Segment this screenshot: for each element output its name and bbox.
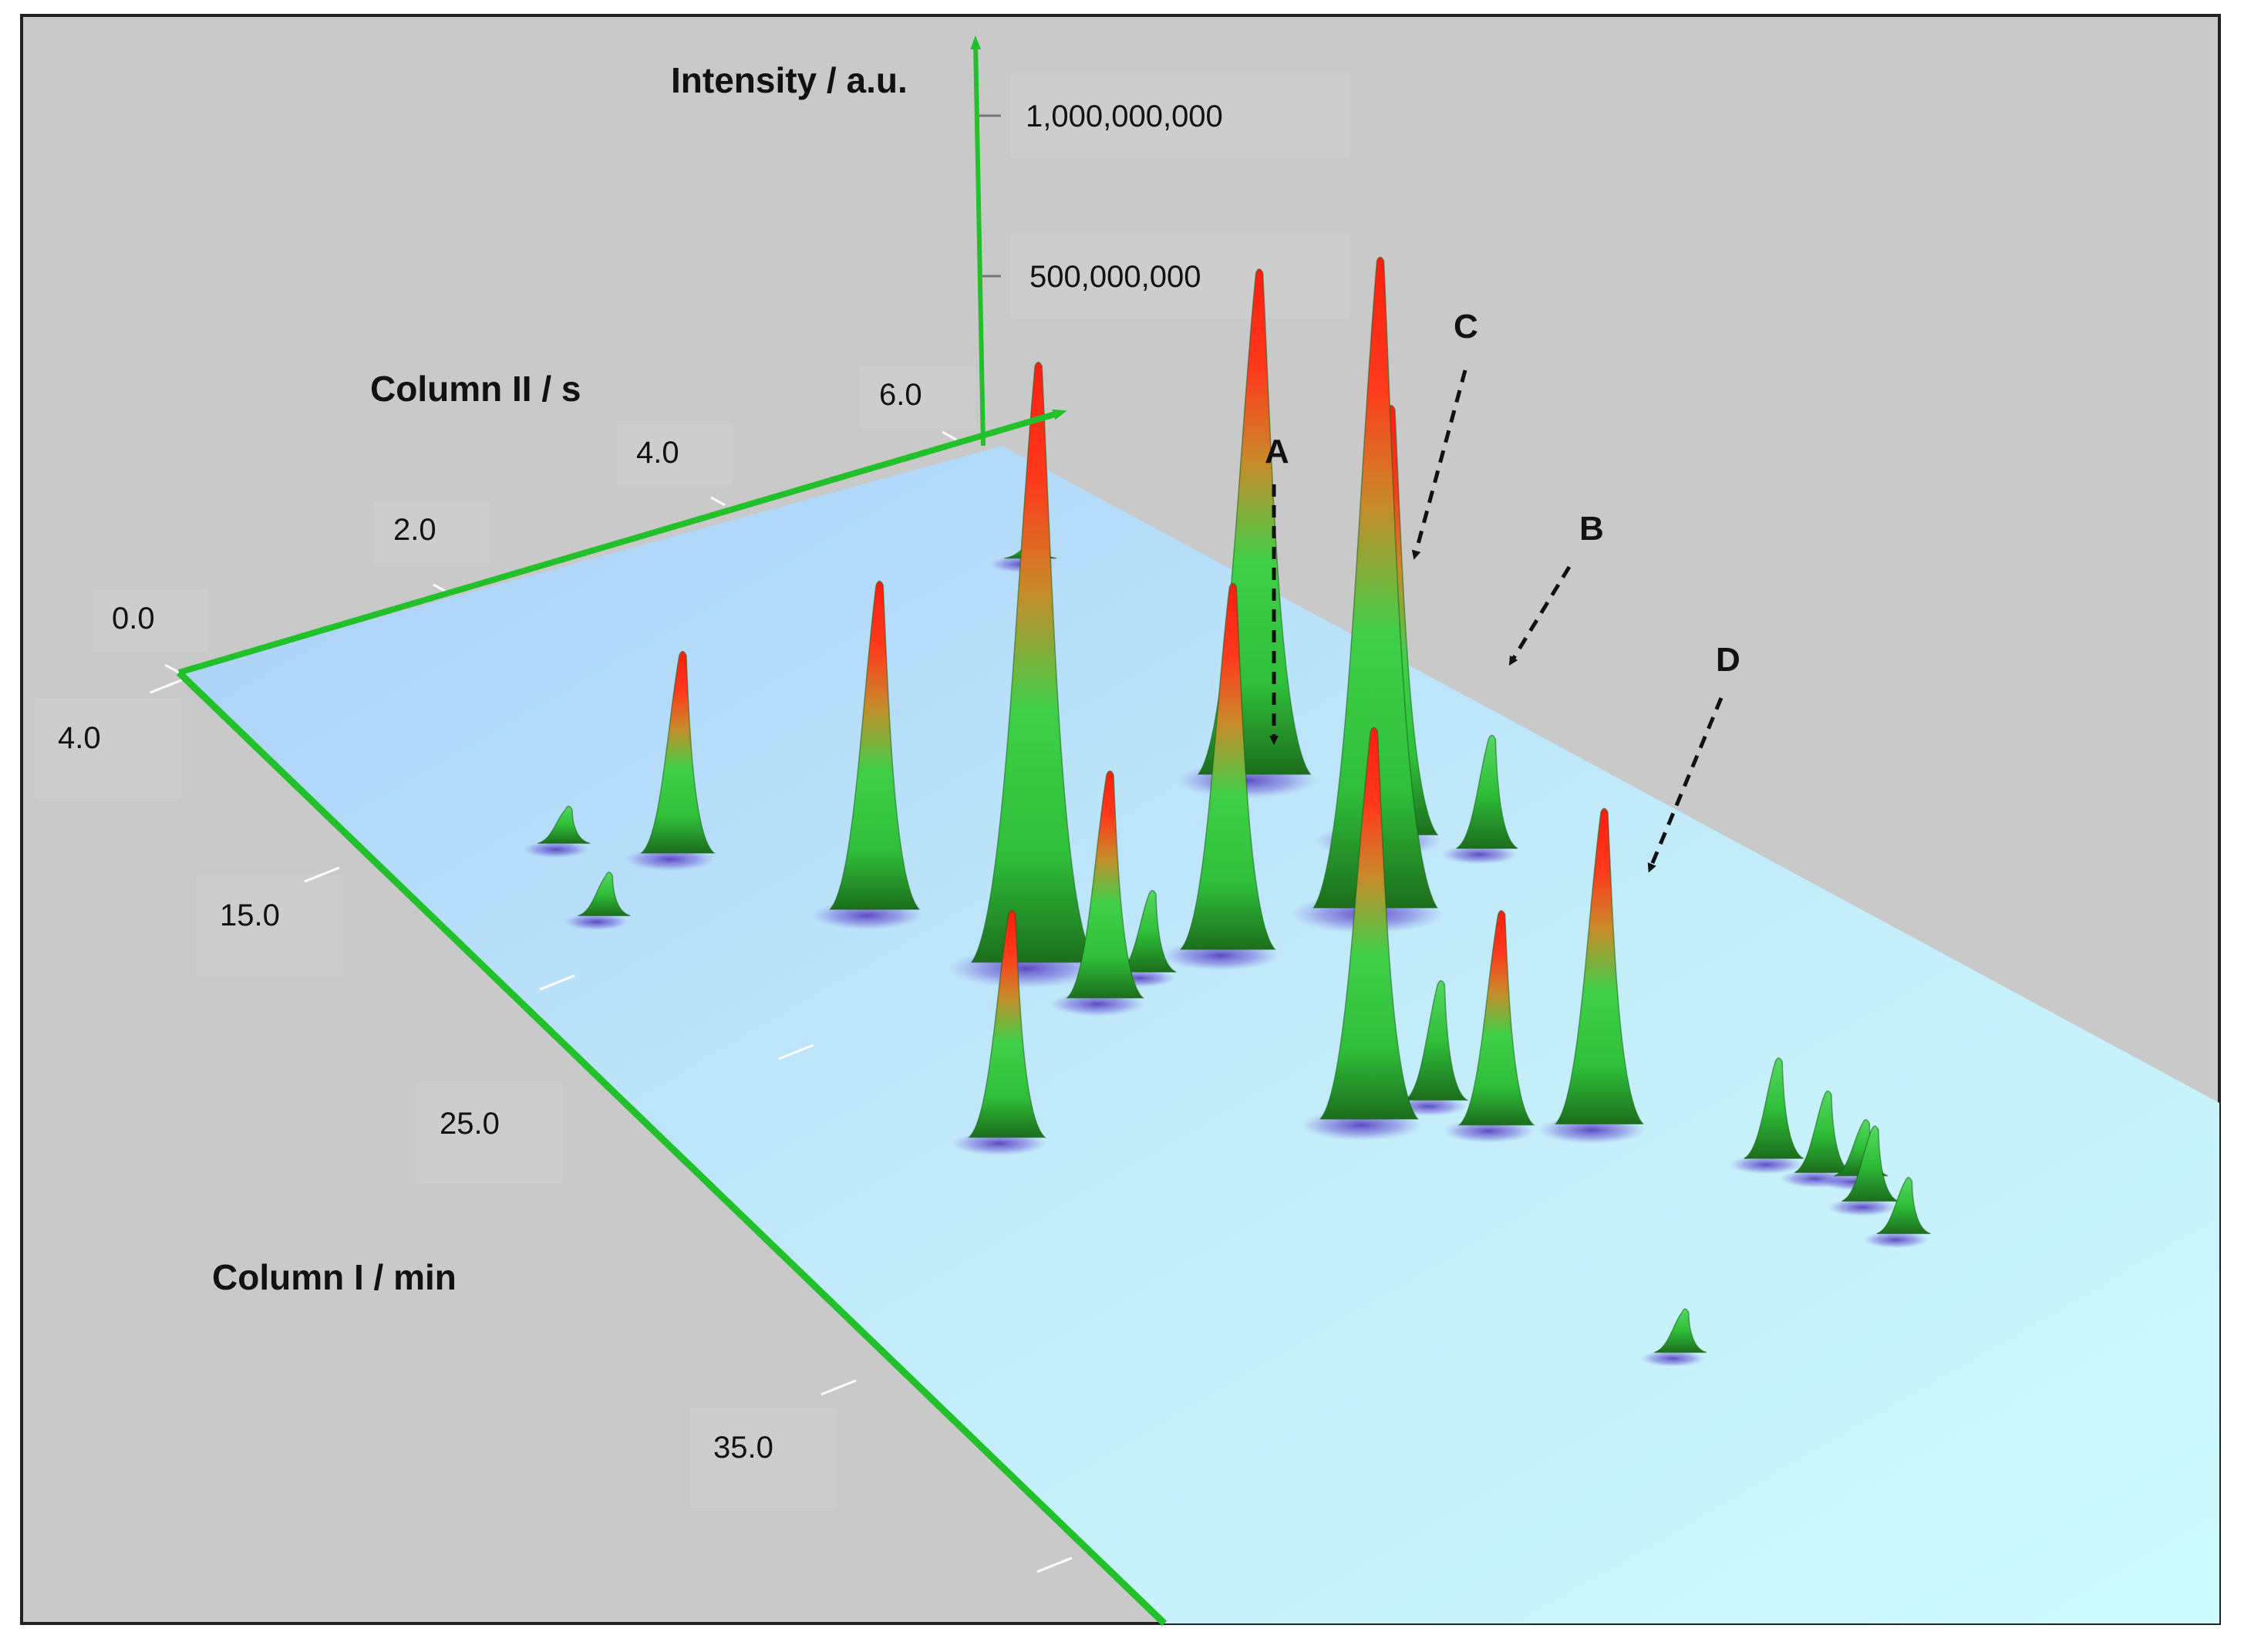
peak [1653,1308,1707,1354]
peak-shadow [1639,1350,1706,1367]
tick-label-backdrop [617,424,733,486]
column2-tick-mark [942,430,957,441]
peak [828,580,921,910]
column2-tick-label: 2.0 [393,513,436,547]
column2-tick-mark [710,496,726,507]
intensity-tick-label: 1,000,000,000 [1026,99,1223,133]
peak-annotations: A B C D [1265,308,1740,873]
intensity-axis-title: Intensity / a.u. [671,60,908,100]
peak-shadow [523,841,589,858]
peak [1841,1125,1899,1202]
peak [1794,1090,1852,1174]
peak [1179,582,1276,950]
peak [639,650,716,854]
annotation-arrow [1508,565,1572,666]
annotation-label: B [1579,510,1604,548]
peak-shadow [1827,1198,1898,1217]
peak [578,872,631,917]
tick-label-backdrop [35,698,181,798]
column1-tick-label: 4.0 [58,721,101,755]
peak [1744,1057,1804,1159]
tick-label-backdrop [690,1408,837,1508]
tick-label-backdrop [1010,73,1350,158]
peak-shadow [1862,1231,1930,1249]
annotation-label: A [1265,433,1289,470]
annotation-arrow [1647,697,1724,873]
peak [970,361,1097,963]
intensity-tick-label: 500,000,000 [1029,260,1201,294]
peak [1876,1176,1931,1235]
column1-tick-mark [539,974,575,991]
peak [1319,727,1420,1120]
peak [1118,889,1177,973]
peak [1456,734,1518,849]
column1-tick-label: 35.0 [713,1431,773,1465]
column1-tick-mark [778,1043,814,1060]
column2-tick-label: 0.0 [112,602,155,636]
peak [1312,256,1438,909]
tick-label-backdrops [35,73,1350,1508]
peak [1457,910,1535,1126]
column2-tick-mark [164,663,180,674]
peak [967,909,1046,1138]
tick-label-backdrop [860,366,975,428]
annotation-label: C [1454,308,1478,346]
column1-tick-mark [150,677,186,694]
tick-label-backdrop [197,875,343,976]
tick-label-backdrop [374,501,490,563]
peak [1403,979,1470,1101]
column1-tick-label: 15.0 [220,898,280,932]
peak [1065,770,1145,999]
column1-tick-mark [1036,1556,1073,1573]
annotation-label: D [1716,641,1740,679]
column1-axis-title: Column I / min [212,1257,457,1297]
peak [537,805,591,845]
peak-shadow [563,913,629,931]
column1-axis-line [176,669,1168,1627]
column2-axis-title: Column II / s [370,369,581,409]
peaks [537,256,1931,1354]
column1-tick-label: 25.0 [440,1107,500,1141]
peak-shadow [1441,845,1518,865]
column2-tick-label: 4.0 [636,436,679,470]
column2-axis-line [177,409,1067,676]
tick-labels: 0.0 2.0 4.0 6.0 4.0 15.0 25.0 35.0 500,000,000 1,… [58,99,1223,1465]
column2-tick-label: 6.0 [879,378,922,412]
column1-tick-mark [304,866,340,883]
peak-shadow [1729,1155,1804,1175]
peak [1554,807,1645,1124]
tick-label-backdrop [416,1084,563,1184]
column1-tick-mark [820,1379,857,1396]
intensity-axis-line [970,35,986,447]
tick-label-backdrop [93,590,208,652]
tick-label-backdrop [1010,234,1350,319]
annotation-arrow [1411,369,1467,560]
axis-tick-marks [150,114,1073,1573]
